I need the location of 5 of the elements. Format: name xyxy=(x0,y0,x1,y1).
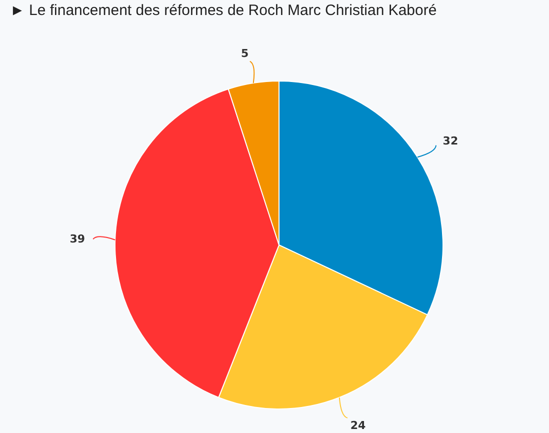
data-label: 24 xyxy=(350,418,366,432)
data-label: 39 xyxy=(70,232,86,246)
data-label: 32 xyxy=(442,134,458,148)
chart-title: ► Le financement des réformes de Roch Marc Christian Kaboré xyxy=(10,2,437,19)
data-label: 5 xyxy=(240,46,249,60)
